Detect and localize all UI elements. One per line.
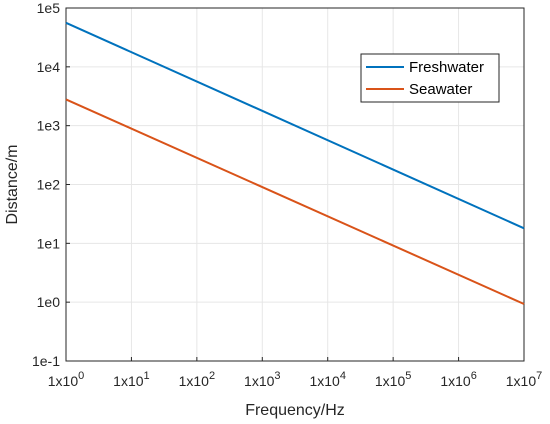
y-tick-label: 1e3 <box>37 118 61 134</box>
x-tick-label: 1x105 <box>375 370 411 389</box>
legend-label-freshwater: Freshwater <box>409 59 484 76</box>
y-tick-label: 1e0 <box>37 294 61 310</box>
legend-label-seawater: Seawater <box>409 81 472 98</box>
x-tick-label: 1x100 <box>48 370 84 389</box>
axis-ticks: 1x100 1x101 1x102 1x103 1x104 1x105 1x106 1x107… <box>32 0 542 389</box>
y-tick-label: 1e2 <box>37 177 61 193</box>
y-tick-label: 1e-1 <box>32 353 60 369</box>
legend-box <box>360 53 500 103</box>
legend: Freshwater Seawater <box>360 53 500 103</box>
x-tick-label: 1x107 <box>506 370 542 389</box>
series-line-seawater <box>65 98 525 305</box>
x-tick-label: 1x103 <box>244 370 280 389</box>
x-tick-label: 1x102 <box>179 370 215 389</box>
y-tick-label: 1e4 <box>37 59 61 75</box>
y-axis-label: Distance/m <box>4 144 21 224</box>
series-line-freshwater <box>65 21 525 230</box>
series-lines <box>65 21 525 305</box>
x-tick-label: 1x104 <box>309 370 345 389</box>
x-tick-label: 1x106 <box>440 370 476 389</box>
x-tick-label: 1x101 <box>113 370 149 389</box>
y-tick-label: 1e5 <box>37 0 61 16</box>
y-tick-label: 1e1 <box>37 235 61 251</box>
x-axis-label: Frequency/Hz <box>245 402 345 419</box>
